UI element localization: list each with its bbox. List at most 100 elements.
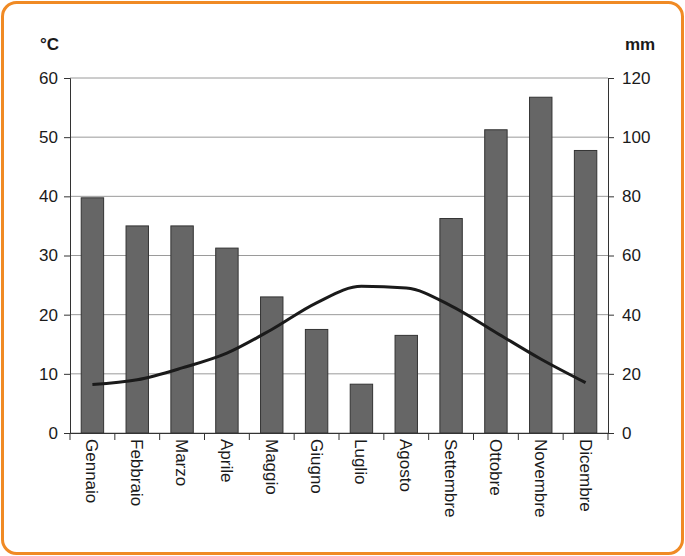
tick: Luglio (351, 439, 370, 484)
tick-label: Luglio (351, 439, 370, 484)
chart: 0 10 20 30 40 50 60 0 20 40 60 80 100 120 Gennaio Febbr… (0, 0, 685, 556)
bar (81, 198, 103, 433)
grid-line (70, 314, 608, 315)
tick: 50 (39, 128, 70, 147)
tick-label: 0 (49, 424, 58, 443)
category-divider (204, 433, 205, 440)
tick-label: Aprile (217, 439, 236, 482)
tick-mark (64, 374, 70, 375)
tick: 40 (39, 187, 70, 206)
bar (171, 226, 193, 433)
axis-line (609, 79, 615, 434)
tick-label: 100 (622, 128, 650, 147)
tick-label: 50 (39, 128, 58, 147)
tick-label: Marzo (172, 439, 191, 486)
tick-label: 60 (622, 246, 641, 265)
tick-mark (608, 315, 614, 316)
category-divider (563, 433, 564, 440)
category-divider (114, 433, 115, 440)
category-divider (339, 433, 340, 440)
category-divider (249, 433, 250, 440)
tick-mark (64, 78, 70, 79)
tick-label: 120 (622, 69, 650, 88)
tick: 0 (608, 424, 631, 443)
tick-label: 80 (622, 187, 641, 206)
tick-mark (608, 196, 614, 197)
category-divider (159, 433, 160, 440)
tick: 10 (39, 365, 70, 384)
grid-line (70, 255, 608, 256)
tick-label: Maggio (262, 439, 281, 495)
tick: 60 (39, 69, 70, 88)
tick-label: Ottobre (486, 439, 505, 496)
tick: Giugno (307, 439, 326, 494)
tick: 30 (39, 246, 70, 265)
category-divider (608, 433, 609, 440)
tick: Aprile (217, 439, 236, 482)
tick: Marzo (172, 439, 191, 486)
grid-line (70, 137, 608, 138)
bar (485, 130, 507, 433)
tick: Gennaio (82, 439, 101, 503)
tick: 60 (608, 246, 641, 265)
tick-mark (608, 137, 614, 138)
tick: Novembre (531, 439, 550, 517)
tick-mark (608, 256, 614, 257)
tick: 100 (608, 128, 650, 147)
plot-area (81, 97, 597, 433)
tick-label: 10 (39, 365, 58, 384)
tick-label: Settembre (441, 439, 460, 517)
bar (350, 384, 372, 433)
tick: Maggio (262, 439, 281, 495)
tick-label: Gennaio (82, 439, 101, 503)
bar (261, 297, 283, 433)
tick-mark (608, 78, 614, 79)
tick-label: 20 (622, 365, 641, 384)
bar (530, 97, 552, 433)
tick-label: 0 (622, 424, 631, 443)
tick-mark (64, 137, 70, 138)
bar (126, 226, 148, 433)
grid-line (70, 78, 608, 79)
tick-label: 30 (39, 246, 58, 265)
y-axis: 0 10 20 30 40 50 60 (39, 69, 70, 443)
tick-mark (608, 374, 614, 375)
category-divider (473, 433, 474, 440)
tick: 20 (39, 306, 70, 325)
tick-label: Febbraio (127, 439, 146, 506)
tick-mark (64, 256, 70, 257)
tick: Febbraio (127, 439, 146, 506)
tick: Ottobre (486, 439, 505, 496)
axis-title: mm (625, 35, 655, 54)
tick: 20 (608, 365, 641, 384)
tick: Agosto (396, 439, 415, 492)
tick: 40 (608, 306, 641, 325)
category-divider (428, 433, 429, 440)
tick-label: 60 (39, 69, 58, 88)
tick-label: Novembre (531, 439, 550, 517)
chart-container: 0 10 20 30 40 50 60 0 20 40 60 80 100 120 Gennaio Febbr… (0, 0, 685, 556)
bar (574, 150, 596, 433)
x-axis: Gennaio Febbraio Marzo Aprile Maggio Giugno Lu… (71, 434, 609, 518)
grid (70, 78, 608, 433)
tick-label: Agosto (396, 439, 415, 492)
axis-title: °C (40, 35, 59, 54)
category-divider (70, 433, 71, 440)
bar (440, 219, 462, 433)
category-divider (518, 433, 519, 440)
tick-label: 40 (39, 187, 58, 206)
tick-mark (64, 433, 70, 434)
bar (305, 329, 327, 433)
tick: 80 (608, 187, 641, 206)
tick-label: Giugno (307, 439, 326, 494)
tick-label: 20 (39, 306, 58, 325)
tick-mark (64, 196, 70, 197)
tick: Settembre (441, 439, 460, 517)
grid-line (70, 373, 608, 374)
tick-mark (64, 315, 70, 316)
tick: Dicembre (576, 439, 595, 512)
tick-label: Dicembre (576, 439, 595, 512)
y2-axis: 0 20 40 60 80 100 120 (608, 69, 650, 443)
category-divider (383, 433, 384, 440)
tick: 0 (49, 424, 70, 443)
